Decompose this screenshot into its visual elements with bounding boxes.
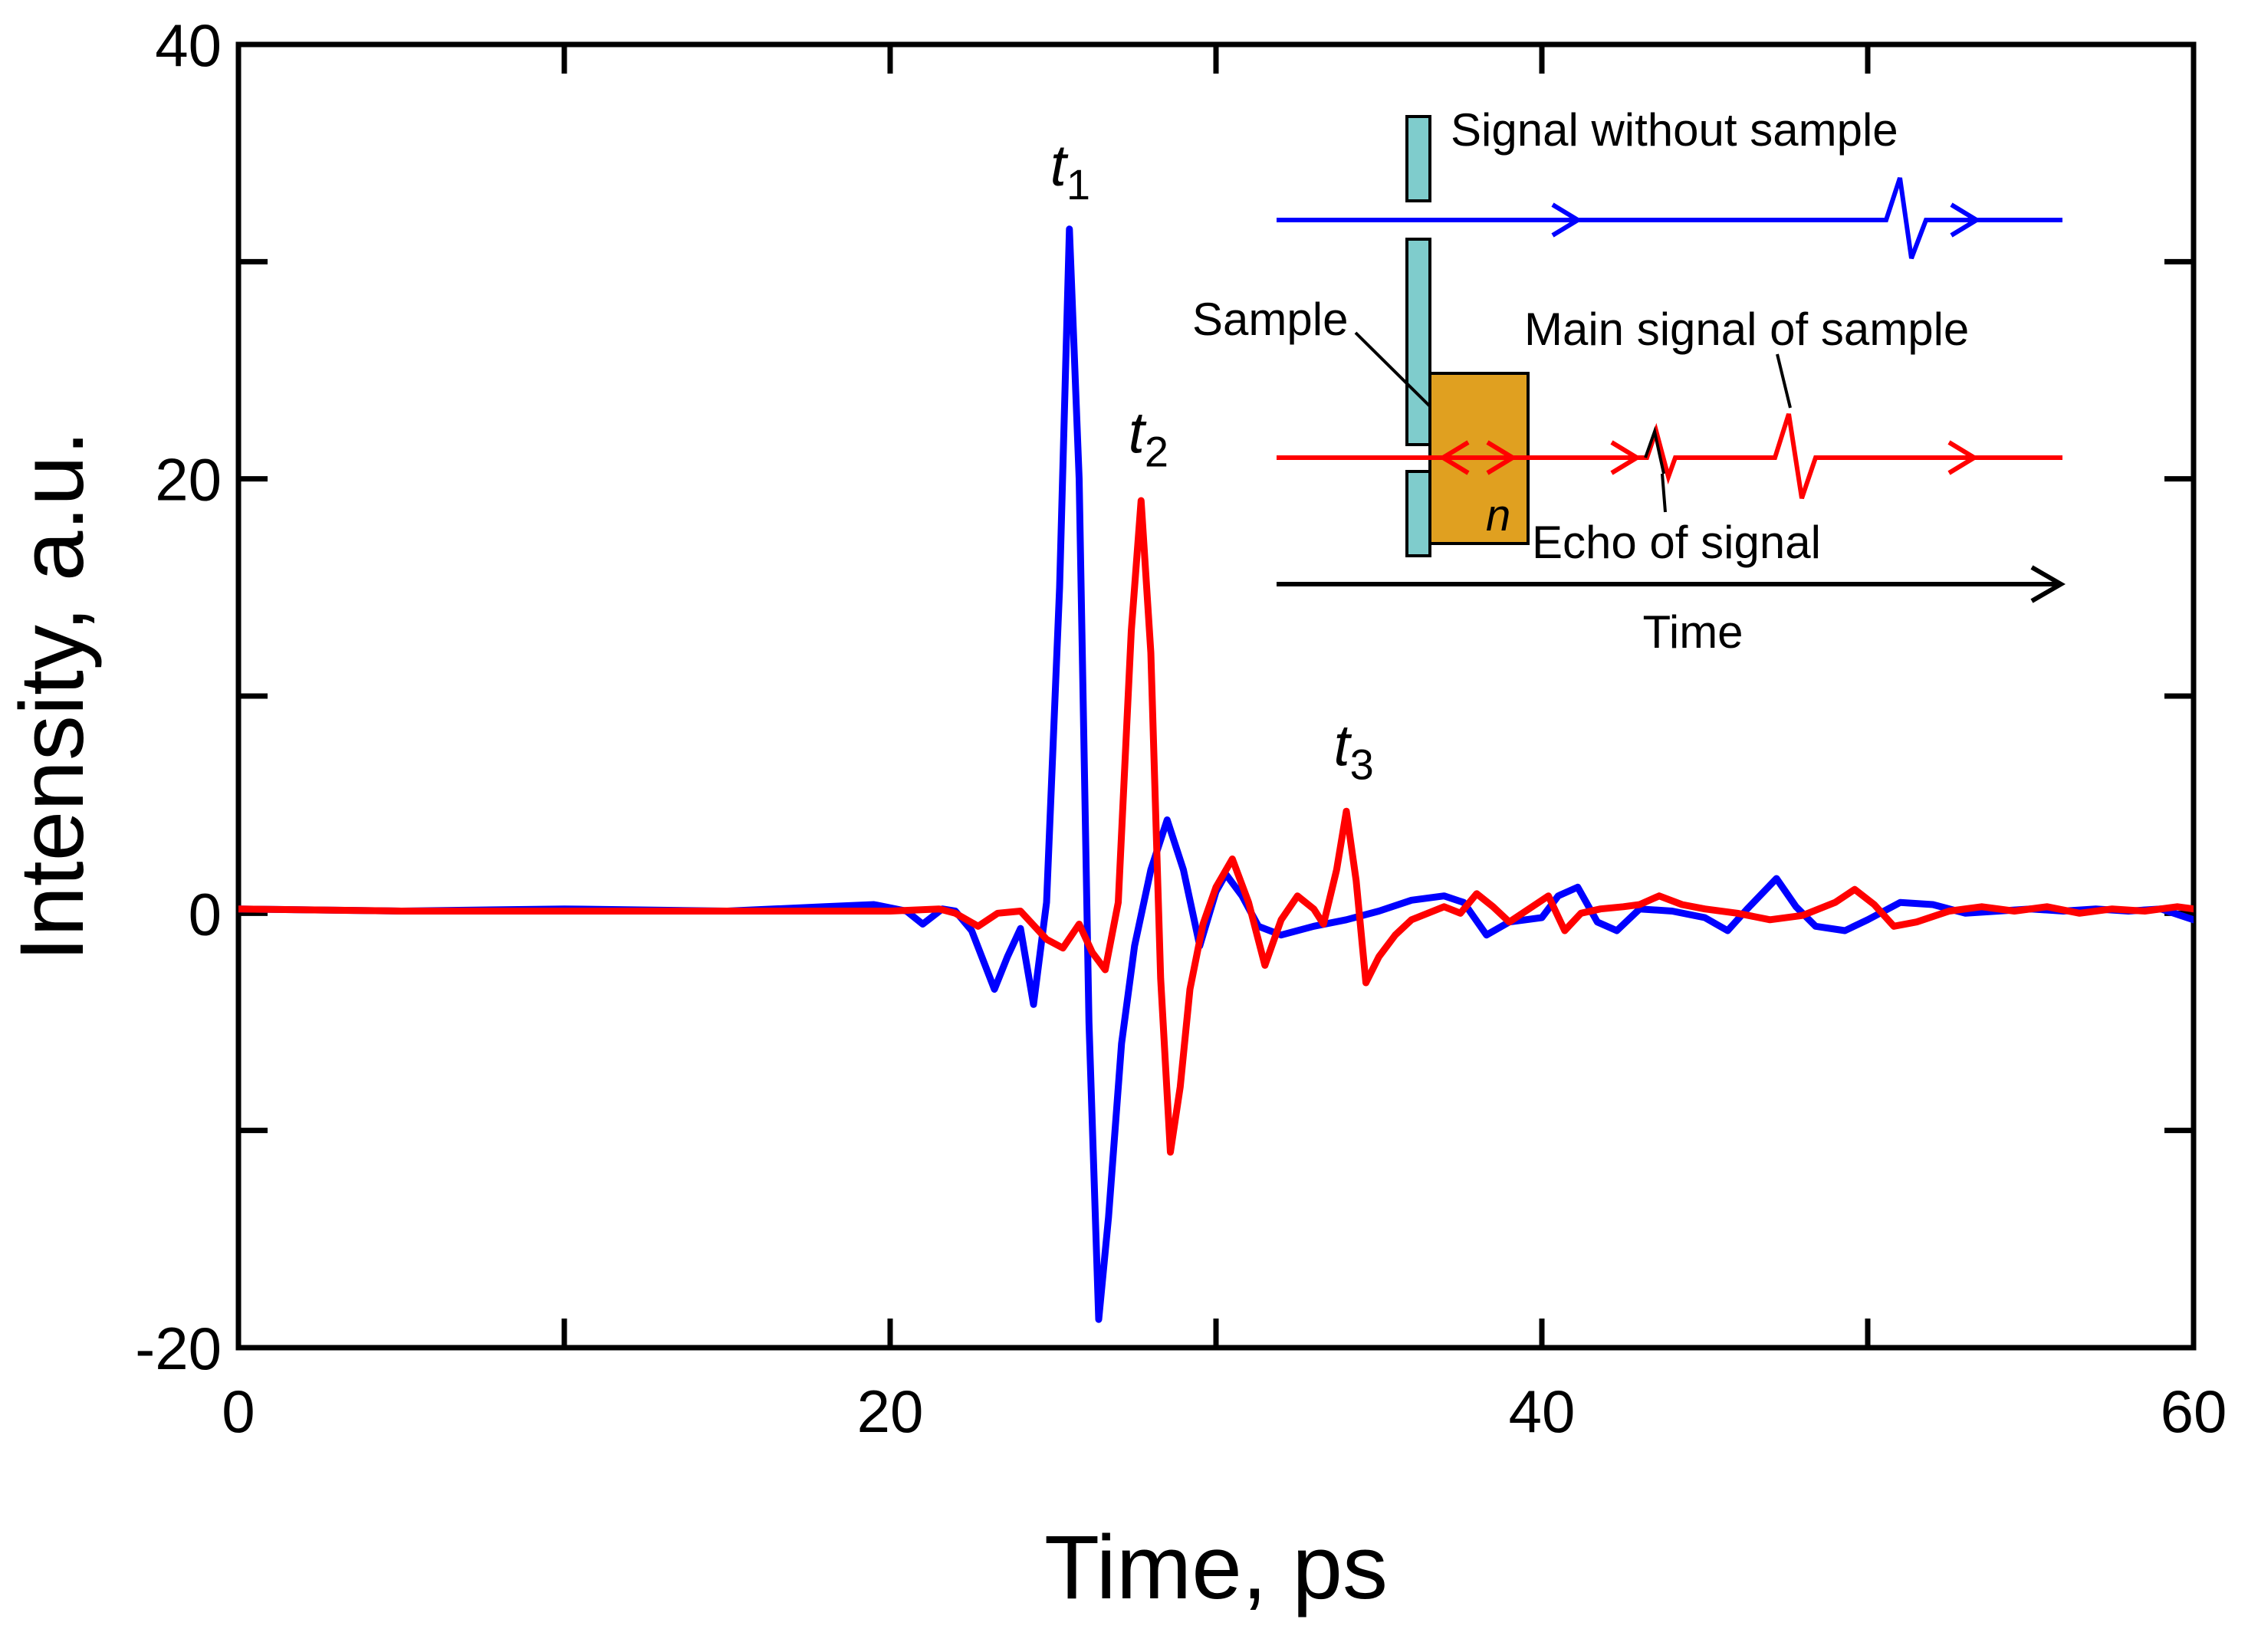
inset-reference-arrow-1 xyxy=(1551,202,1582,238)
axis-ticks xyxy=(235,41,2197,1351)
series-line-sample-signal xyxy=(238,497,2194,1156)
x-axis-title: Time, ps xyxy=(1044,1517,1388,1618)
x-tick-label-20: 20 xyxy=(857,1378,924,1445)
inset-sample-arrow-4 xyxy=(1947,440,1979,475)
inset-label-main-signal: Main signal of sample xyxy=(1524,304,1969,355)
peak-label-t1-sub: 1 xyxy=(1066,160,1090,209)
y-tick-label-0: 0 xyxy=(189,880,222,948)
inset-label-echo: Echo of signal xyxy=(1532,517,1821,568)
plot-frame xyxy=(235,41,2197,1351)
inset-sample-leader xyxy=(1354,331,1431,408)
inset-label-signal-without-sample: Signal without sample xyxy=(1451,104,1898,156)
inset-label-time: Time xyxy=(1642,606,1743,658)
peak-label-t2-base: t xyxy=(1129,401,1147,466)
inset-schematic: Signal without sample Sample Main signal… xyxy=(1192,104,2066,658)
inset-main-signal-leader xyxy=(1776,353,1792,409)
y-tick-label-minus20: -20 xyxy=(135,1315,222,1382)
y-tick-label-40: 40 xyxy=(155,11,222,79)
inset-reference-line xyxy=(1277,177,2062,260)
inset-emitter-bottom xyxy=(1405,470,1431,557)
inset-emitter-top xyxy=(1405,115,1431,202)
inset-time-arrow-icon xyxy=(2030,565,2066,603)
x-tick-label-60: 60 xyxy=(2161,1378,2227,1445)
inset-sample-arrow-right xyxy=(1486,440,1517,475)
peak-label-t1-base: t xyxy=(1050,133,1069,199)
inset-sample-arrow-left xyxy=(1438,440,1470,475)
peak-label-t3: t3 xyxy=(1334,714,1374,789)
inset-emitter-mid xyxy=(1405,238,1431,446)
x-tick-label-40: 40 xyxy=(1509,1378,1576,1445)
peak-label-t2: t2 xyxy=(1129,401,1168,476)
peak-label-t3-base: t xyxy=(1334,714,1352,779)
inset-echo-leader xyxy=(1661,473,1667,513)
y-axis-title: Intensity, a.u. xyxy=(2,430,103,961)
peak-label-t1: t1 xyxy=(1050,133,1090,209)
inset-echo-marker xyxy=(1644,425,1665,475)
x-tick-label-0: 0 xyxy=(222,1378,255,1445)
series-line-signal-without-sample xyxy=(238,225,2194,1323)
y-tick-labels: -20 0 20 40 xyxy=(135,11,222,1382)
inset-label-sample: Sample xyxy=(1192,294,1348,345)
peak-label-t2-sub: 2 xyxy=(1145,428,1168,476)
x-tick-labels: 0 20 40 60 xyxy=(222,1378,2227,1445)
inset-reference-arrow-2 xyxy=(1950,202,1981,238)
y-tick-label-20: 20 xyxy=(155,446,222,514)
peak-label-t3-sub: 3 xyxy=(1350,741,1374,789)
inset-sample-arrow-3 xyxy=(1610,440,1642,475)
inset-sample-line xyxy=(1277,413,2062,499)
inset-label-index-n: n xyxy=(1486,491,1510,540)
